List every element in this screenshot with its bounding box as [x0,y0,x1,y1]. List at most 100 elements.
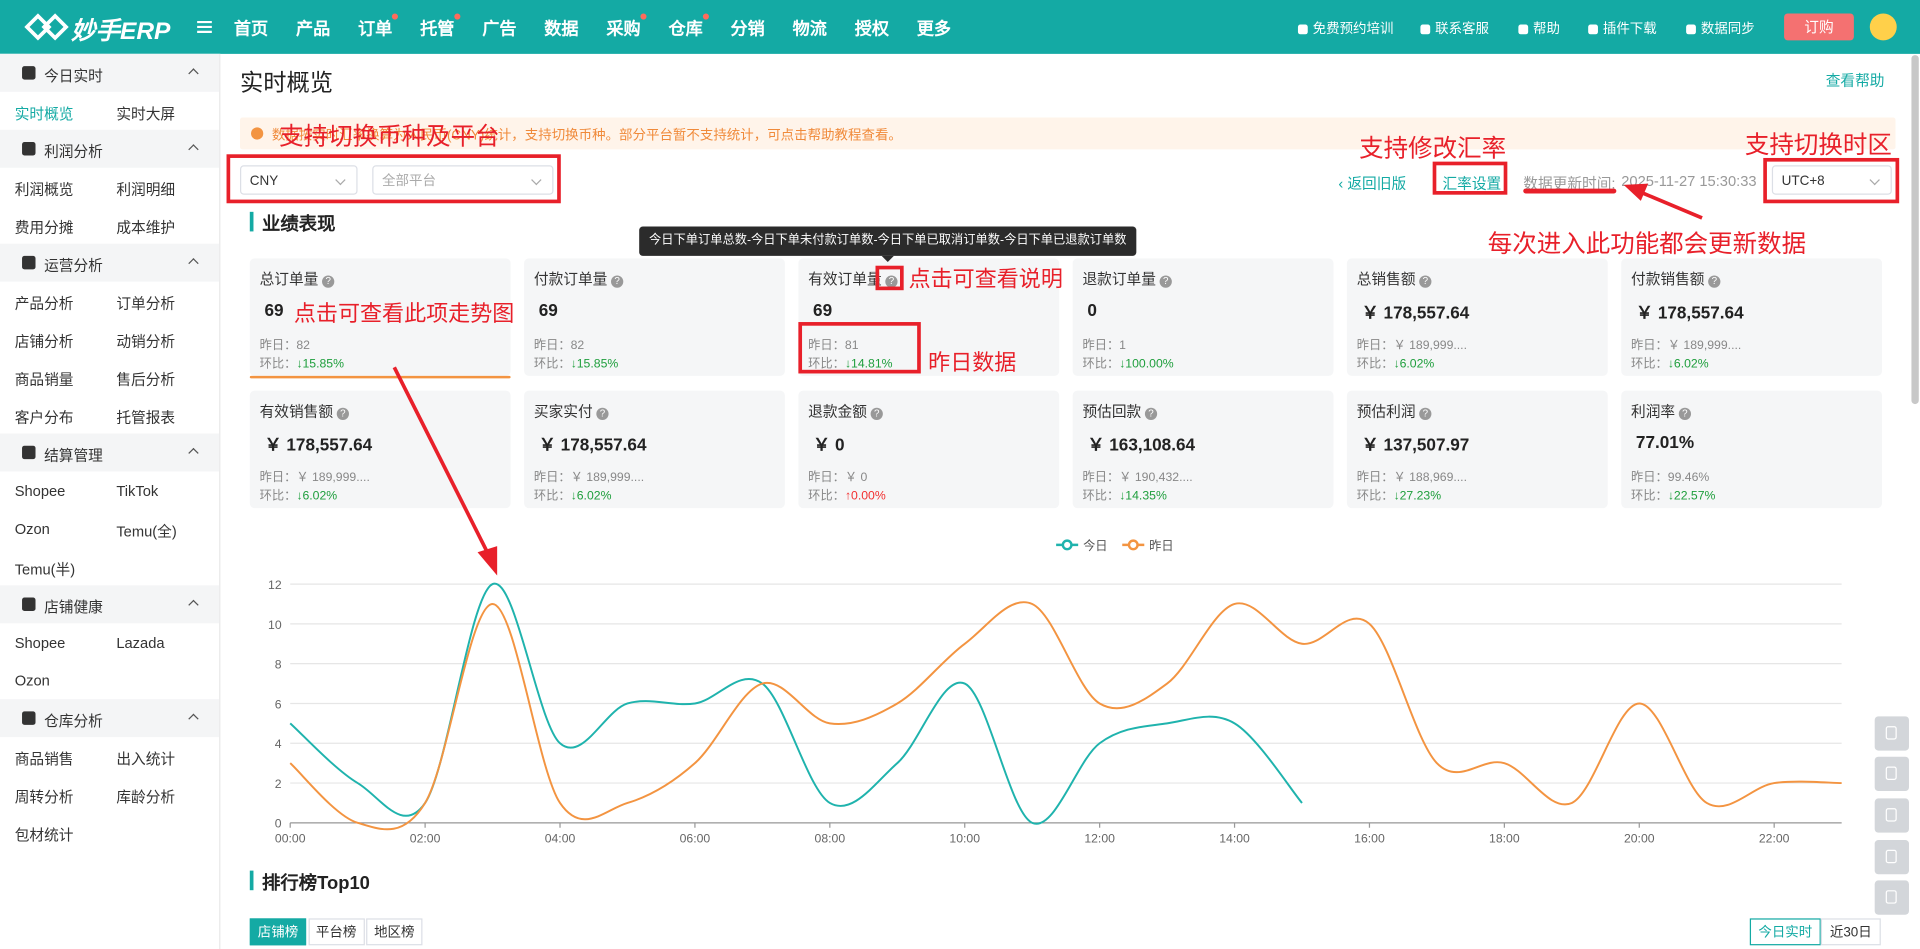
back-link[interactable]: ‹ 返回旧版 [1338,175,1407,193]
nav-item[interactable]: 产品 [295,18,331,38]
sidebar-item[interactable]: Lazada [116,634,165,652]
sidebar-item[interactable]: 客户分布 [14,408,74,427]
help-icon[interactable]: ? [1708,275,1721,288]
sidebar-item[interactable]: 订单分析 [116,295,176,313]
sidebar-item[interactable]: 利润概览 [14,181,74,199]
rate-setting[interactable]: 汇率设置 [1442,175,1502,193]
metric-card[interactable]: 付款订单量? 69 昨日：82 环比：↓15.85% [524,258,785,376]
float-button[interactable] [1874,756,1909,792]
help-icon[interactable]: ? [1678,407,1692,420]
nav-item[interactable]: 首页 [233,18,269,38]
header-tool[interactable]: 免费预约培训 [1298,18,1394,38]
nav-item[interactable]: 仓库 [668,13,709,40]
metric-card[interactable]: 退款金额? ￥ 0 昨日：￥ 0 环比：↑0.00% [798,390,1060,509]
sidebar-item[interactable]: 实时大屏 [116,105,176,123]
metric-card[interactable]: 有效销售额? ￥ 178,557.64 昨日：￥ 189,999.... 环比：↓6.… [249,390,511,509]
metric-card[interactable]: 退款订单量? 0 昨日：1 环比：↓100.00% [1072,258,1334,376]
group-title: 利润分析 [44,143,103,161]
sidebar-item[interactable]: 出入统计 [116,750,176,768]
sidebar-item[interactable]: 实时概览 [14,105,74,123]
metric-card[interactable]: 预估回款? ￥ 163,108.64 昨日：￥ 190,432.... 环比：↓14.… [1072,390,1334,509]
sidebar-item[interactable]: 成本维护 [116,219,176,237]
sidebar-item[interactable]: 包材统计 [14,826,74,844]
order-button[interactable]: 订购 [1784,13,1854,41]
help-icon[interactable]: ? [322,275,335,288]
nav-item[interactable]: 更多 [916,18,952,38]
sidebar-item[interactable]: 商品销量 [14,371,74,389]
nav-item[interactable]: 采购 [606,13,647,40]
sidebar-group[interactable]: 运营分析 [0,243,220,282]
sidebar-group[interactable]: 结算管理 [0,433,220,472]
float-button[interactable] [1874,798,1909,833]
metric-card[interactable]: 总订单量? 69 昨日：82 环比：↓15.85% [249,258,511,379]
sidebar-item[interactable]: 周转分析 [14,788,74,806]
sidebar-item[interactable]: TikTok [116,482,159,500]
sidebar-item[interactable]: 利润明细 [116,181,176,199]
sidebar-item[interactable]: Temu(全) [116,522,177,540]
sidebar-item[interactable]: 费用分摊 [14,219,74,237]
sidebar-item[interactable]: Ozon [14,520,50,538]
sidebar-group[interactable]: 利润分析 [0,129,220,168]
help-icon[interactable]: ? [1419,275,1432,288]
help-icon[interactable]: ? [1144,407,1158,420]
ranking-tab[interactable]: 地区榜 [366,918,423,946]
help-icon[interactable]: ? [611,275,624,288]
currency-select[interactable]: CNY [240,165,358,195]
metric-card[interactable]: 利润率? 77.01% 昨日：99.46% 环比：↓22.57% [1621,390,1883,509]
help-icon[interactable]: ? [885,275,898,288]
period-tab[interactable]: 近30日 [1820,918,1881,946]
help-icon[interactable]: ? [1419,407,1432,420]
sidebar-group[interactable]: 仓库分析 [0,699,220,738]
metric-card[interactable]: 总销售额? ￥ 178,557.64 昨日：￥ 189,999.... 环比：↓6.0… [1346,258,1608,376]
sidebar-item[interactable]: Shopee [14,634,66,652]
nav-item[interactable]: 授权 [854,18,889,38]
period-tab[interactable]: 今日实时 [1749,918,1821,946]
timezone-select[interactable]: UTC+8 [1771,165,1892,195]
sidebar-item[interactable]: 店铺分析 [14,333,74,351]
nav-item[interactable]: 物流 [792,18,827,38]
nav-item[interactable]: 广告 [482,18,517,38]
nav-item[interactable]: 分销 [730,18,765,38]
legend-marker [1127,539,1139,551]
sidebar-item[interactable]: 商品销售 [14,750,74,768]
header-tool[interactable]: 联系客服 [1420,18,1489,38]
float-button[interactable] [1874,840,1909,875]
metric-card[interactable]: 买家实付? ￥ 178,557.64 昨日：￥ 189,999.... 环比：↓6.0… [524,390,785,509]
menu-icon[interactable] [196,20,213,35]
nav-item[interactable]: 订单 [358,13,399,40]
nav-item[interactable]: 托管 [420,13,461,40]
help-link[interactable]: 查看帮助 [1825,72,1885,90]
platform-select[interactable]: 全部平台 [372,165,554,195]
sidebar-item[interactable]: 售后分析 [116,371,176,389]
float-button[interactable] [1874,716,1909,751]
ranking-tab[interactable]: 店铺榜 [249,918,307,946]
metric-card[interactable]: 预估利润? ￥ 137,507.97 昨日：￥ 188,969.... 环比：↓27.… [1346,390,1608,509]
ranking-tab[interactable]: 平台榜 [307,918,365,946]
help-icon[interactable]: ? [596,407,609,420]
help-icon[interactable]: ? [870,407,883,420]
sidebar-group[interactable]: 店铺健康 [0,585,220,624]
help-icon[interactable]: ? [336,407,349,420]
metric-card[interactable]: 有效订单量? 69 昨日：81 环比：↓14.81% [798,258,1060,376]
sidebar-item[interactable]: 产品分析 [14,295,74,313]
sidebar-item[interactable]: 库龄分析 [116,788,176,806]
card-change: ↓14.81% [844,357,893,372]
metric-card[interactable]: 付款销售额? ￥ 178,557.64 昨日：￥ 189,999.... 环比：↓6.… [1621,258,1883,376]
header-tool[interactable]: 插件下载 [1588,18,1657,38]
sidebar-item[interactable]: 托管报表 [116,408,176,427]
sidebar-item[interactable]: 动销分析 [116,333,176,351]
help-icon[interactable]: ? [1159,275,1172,288]
sidebar-item[interactable]: Shopee [14,482,66,500]
header-tool[interactable]: 帮助 [1518,18,1560,38]
sidebar-group[interactable]: 今日实时 [0,53,220,92]
avatar[interactable] [1869,13,1897,41]
back-text[interactable]: 返回旧版 [1347,175,1407,193]
nav-item[interactable]: 数据 [544,18,579,38]
logo[interactable]: 妙手ERP [71,18,171,46]
sidebar-item[interactable]: Temu(半) [14,560,76,578]
float-button[interactable] [1874,880,1909,915]
x-tick-label: 22:00 [1759,831,1790,845]
sidebar-item[interactable]: Ozon [14,672,50,690]
header-tool[interactable]: 数据同步 [1686,18,1755,38]
card-change-row: 环比：↓15.85% [534,353,618,371]
